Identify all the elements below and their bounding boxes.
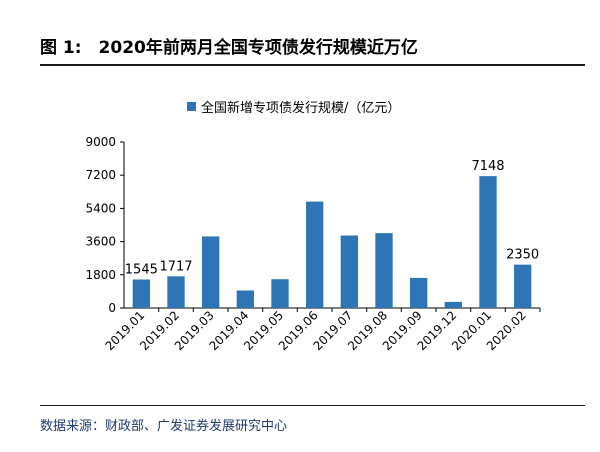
bar (167, 276, 185, 308)
data-label: 1545 (125, 263, 158, 278)
data-label: 7148 (471, 159, 504, 174)
bar (236, 290, 254, 308)
y-tick-label: 9000 (85, 135, 116, 149)
data-label: 1717 (159, 259, 192, 274)
bar (271, 279, 289, 308)
source-note: 数据来源：财政部、广发证券发展研究中心 (40, 419, 288, 434)
bar (132, 279, 150, 308)
bar (202, 236, 220, 308)
bar (479, 176, 497, 308)
y-tick-label: 1800 (85, 268, 116, 282)
legend-swatch (187, 102, 196, 111)
y-tick-label: 0 (108, 301, 116, 315)
y-tick-label: 3600 (85, 235, 116, 249)
bar (410, 277, 428, 308)
bar (444, 301, 462, 308)
bar (306, 201, 324, 308)
y-tick-label: 7200 (85, 168, 116, 182)
legend-label: 全国新增专项债发行规模/（亿元） (201, 101, 401, 116)
figure-header: 图 1: 2020年前两月全国专项债发行规模近万亿 (40, 33, 585, 61)
title-rule (40, 64, 585, 66)
data-label: 2350 (506, 248, 539, 263)
figure-title: 图 1: 2020年前两月全国专项债发行规模近万亿 (40, 38, 418, 58)
legend: 全国新增专项债发行规模/（亿元） (187, 97, 400, 116)
source-rule (40, 405, 585, 406)
bar (340, 235, 358, 308)
bar (375, 233, 393, 308)
bar (514, 264, 532, 308)
y-tick-label: 5400 (85, 201, 116, 215)
